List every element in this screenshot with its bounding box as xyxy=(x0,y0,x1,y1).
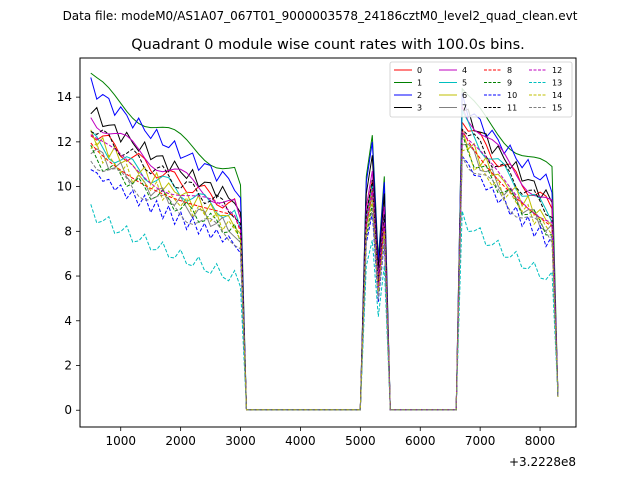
y-tick-label: 0 xyxy=(64,403,72,417)
series-line-0 xyxy=(91,122,558,410)
y-axis: 0 2 4 6 8 10 12 14 xyxy=(57,90,80,417)
series-line-14 xyxy=(91,143,558,410)
x-tick-label: 5000 xyxy=(345,434,376,448)
series-line-9 xyxy=(91,134,558,410)
legend-label-10: 10 xyxy=(507,91,517,100)
legend-label-9: 9 xyxy=(507,79,512,88)
y-tick-label: 2 xyxy=(64,359,72,373)
legend-label-6: 6 xyxy=(462,91,467,100)
legend-label-8: 8 xyxy=(507,66,512,75)
x-tick-label: 3000 xyxy=(225,434,256,448)
series-line-1 xyxy=(91,73,558,410)
x-offset-label: +3.2228e8 xyxy=(509,455,576,469)
series-line-3 xyxy=(91,108,558,410)
y-tick-label: 12 xyxy=(57,135,72,149)
series-line-4 xyxy=(91,106,558,409)
legend-label-14: 14 xyxy=(552,91,562,100)
legend-label-7: 7 xyxy=(462,104,467,113)
chart-title: Quadrant 0 module wise count rates with … xyxy=(131,37,525,53)
x-tick-label: 1000 xyxy=(105,434,136,448)
series-layer xyxy=(91,73,558,410)
x-tick-label: 7000 xyxy=(465,434,496,448)
legend-label-2: 2 xyxy=(417,91,422,100)
legend-label-12: 12 xyxy=(552,66,562,75)
legend-label-13: 13 xyxy=(552,79,562,88)
x-tick-label: 4000 xyxy=(285,434,316,448)
legend-label-4: 4 xyxy=(462,66,467,75)
legend-label-15: 15 xyxy=(552,104,562,113)
figure: Data file: modeM0/AS1A07_067T01_90000035… xyxy=(0,0,640,480)
y-tick-label: 6 xyxy=(64,269,72,283)
x-tick-label: 2000 xyxy=(165,434,196,448)
legend-label-5: 5 xyxy=(462,79,467,88)
x-tick-label: 8000 xyxy=(525,434,556,448)
legend-label-0: 0 xyxy=(417,66,422,75)
legend-label-11: 11 xyxy=(507,104,517,113)
legend-label-1: 1 xyxy=(417,79,422,88)
y-tick-label: 8 xyxy=(64,224,72,238)
series-line-10 xyxy=(91,156,558,410)
y-tick-label: 10 xyxy=(57,180,72,194)
x-axis: 1000 2000 3000 4000 5000 6000 7000 8000 xyxy=(105,427,555,448)
x-tick-label: 6000 xyxy=(405,434,436,448)
y-tick-label: 14 xyxy=(57,90,72,104)
series-line-12 xyxy=(91,132,558,410)
legend-label-3: 3 xyxy=(417,104,422,113)
suptitle: Data file: modeM0/AS1A07_067T01_90000035… xyxy=(63,9,578,23)
series-line-13 xyxy=(91,204,558,409)
y-tick-label: 4 xyxy=(64,314,72,328)
